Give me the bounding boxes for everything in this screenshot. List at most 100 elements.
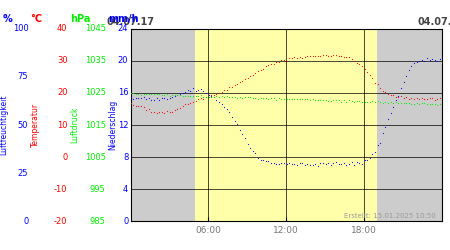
Point (410, 61, 418, 65)
Point (351, 163, 358, 167)
Point (408, 102, 415, 105)
Point (387, 111, 394, 115)
Point (278, 97, 285, 101)
Point (340, 98, 347, 102)
Point (382, 125, 389, 129)
Point (395, 101, 402, 105)
Point (311, 98, 319, 102)
Point (234, 96, 241, 100)
Point (238, 132, 246, 136)
Point (309, 163, 316, 167)
Point (436, 102, 444, 105)
Point (324, 54, 332, 58)
Point (158, 92, 165, 96)
Point (215, 91, 222, 95)
Point (293, 163, 301, 167)
Point (426, 96, 433, 100)
Point (275, 96, 282, 100)
Point (338, 100, 345, 103)
Point (397, 94, 405, 98)
Point (156, 92, 163, 96)
Point (434, 59, 441, 63)
Text: 1005: 1005 (85, 152, 106, 162)
Point (320, 160, 327, 164)
Point (377, 100, 384, 103)
Point (181, 94, 189, 98)
Point (194, 94, 202, 98)
Text: 25: 25 (18, 168, 28, 177)
Text: 1015: 1015 (85, 120, 106, 130)
Point (436, 96, 444, 100)
Point (348, 57, 355, 61)
Point (333, 98, 340, 102)
Point (392, 96, 399, 100)
Text: hPa: hPa (70, 14, 90, 24)
Text: 100: 100 (13, 24, 28, 33)
Point (148, 110, 155, 114)
Point (379, 101, 387, 105)
Point (223, 107, 230, 111)
Point (132, 92, 140, 96)
Point (176, 106, 184, 110)
Text: mm/h: mm/h (108, 14, 139, 24)
Point (403, 95, 410, 99)
Point (234, 122, 241, 126)
Point (361, 100, 368, 104)
Point (267, 161, 274, 165)
Point (267, 96, 274, 100)
Point (200, 89, 207, 93)
Point (143, 96, 150, 100)
Point (286, 97, 293, 101)
Point (426, 58, 433, 62)
Point (273, 162, 280, 166)
Point (330, 53, 337, 57)
Point (273, 98, 280, 102)
Point (382, 90, 389, 94)
Point (241, 77, 248, 81)
Point (421, 58, 428, 62)
Point (153, 92, 160, 96)
Text: 8: 8 (123, 152, 128, 162)
Point (322, 53, 329, 57)
Point (356, 161, 363, 165)
Point (371, 150, 378, 154)
Point (213, 98, 220, 102)
Point (335, 54, 342, 58)
Point (228, 115, 235, 119)
Point (189, 94, 197, 98)
Text: 50: 50 (18, 120, 28, 130)
Point (270, 96, 277, 100)
Point (314, 54, 321, 58)
Point (436, 57, 444, 61)
Point (311, 54, 319, 58)
Point (156, 98, 163, 102)
Point (405, 97, 412, 101)
Point (345, 98, 352, 102)
Point (150, 98, 158, 102)
Point (202, 96, 210, 100)
Point (218, 102, 225, 106)
Point (275, 60, 282, 64)
Point (171, 108, 178, 112)
Point (377, 140, 384, 144)
Text: -20: -20 (54, 217, 68, 226)
Point (366, 156, 373, 160)
Point (434, 97, 441, 101)
Point (361, 158, 368, 162)
Point (150, 92, 158, 96)
Point (327, 54, 334, 58)
Point (413, 101, 420, 105)
Point (140, 92, 147, 96)
Point (327, 99, 334, 103)
Text: Temperatur: Temperatur (31, 103, 40, 147)
Point (220, 105, 228, 109)
Point (184, 94, 191, 98)
Point (397, 86, 405, 90)
Point (236, 80, 243, 84)
Point (390, 105, 397, 109)
Point (314, 98, 321, 102)
Point (166, 94, 173, 98)
Point (174, 107, 181, 111)
Point (244, 95, 251, 99)
Point (260, 158, 267, 162)
